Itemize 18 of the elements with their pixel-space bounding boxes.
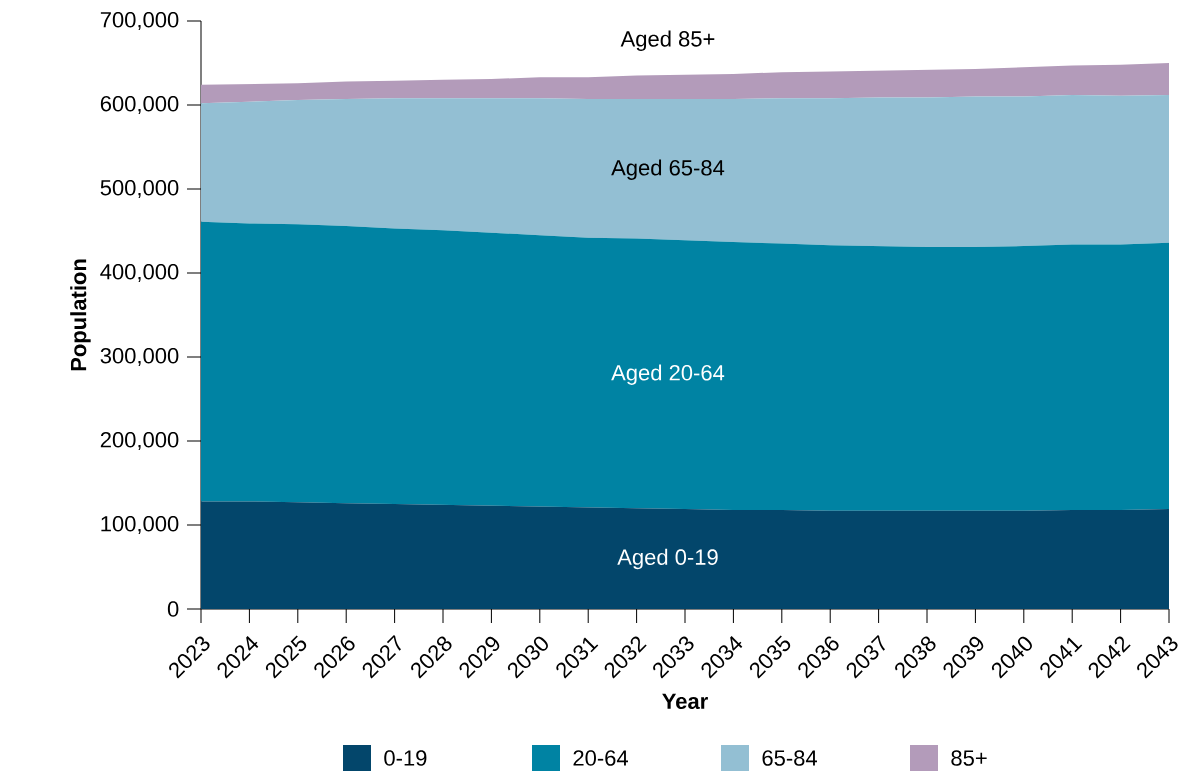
y-tick-label: 300,000 xyxy=(100,347,179,367)
annotation: Aged 0-19 xyxy=(617,548,718,570)
y-tick-label: 0 xyxy=(167,601,179,617)
legend-label: 0-19 xyxy=(384,750,427,766)
annotation: Aged 85+ xyxy=(620,30,715,52)
y-axis-title: Population xyxy=(70,259,91,371)
legend-label: 65-84 xyxy=(762,750,817,766)
x-axis-title: Year xyxy=(662,693,708,710)
annotation: Aged 20-64 xyxy=(611,364,725,385)
y-tick-label: 400,000 xyxy=(100,263,179,283)
y-tick-label: 100,000 xyxy=(101,515,179,535)
y-tick-label: 500,000 xyxy=(100,179,179,199)
annotation: Aged 65-84 xyxy=(611,159,725,180)
legend-label: 20-64 xyxy=(573,750,628,766)
y-tick-label: 200,000 xyxy=(100,431,179,451)
y-tick-label: 700,000 xyxy=(100,11,179,31)
y-tick-label: 600,000 xyxy=(100,95,179,115)
legend-label: 85+ xyxy=(951,750,987,766)
